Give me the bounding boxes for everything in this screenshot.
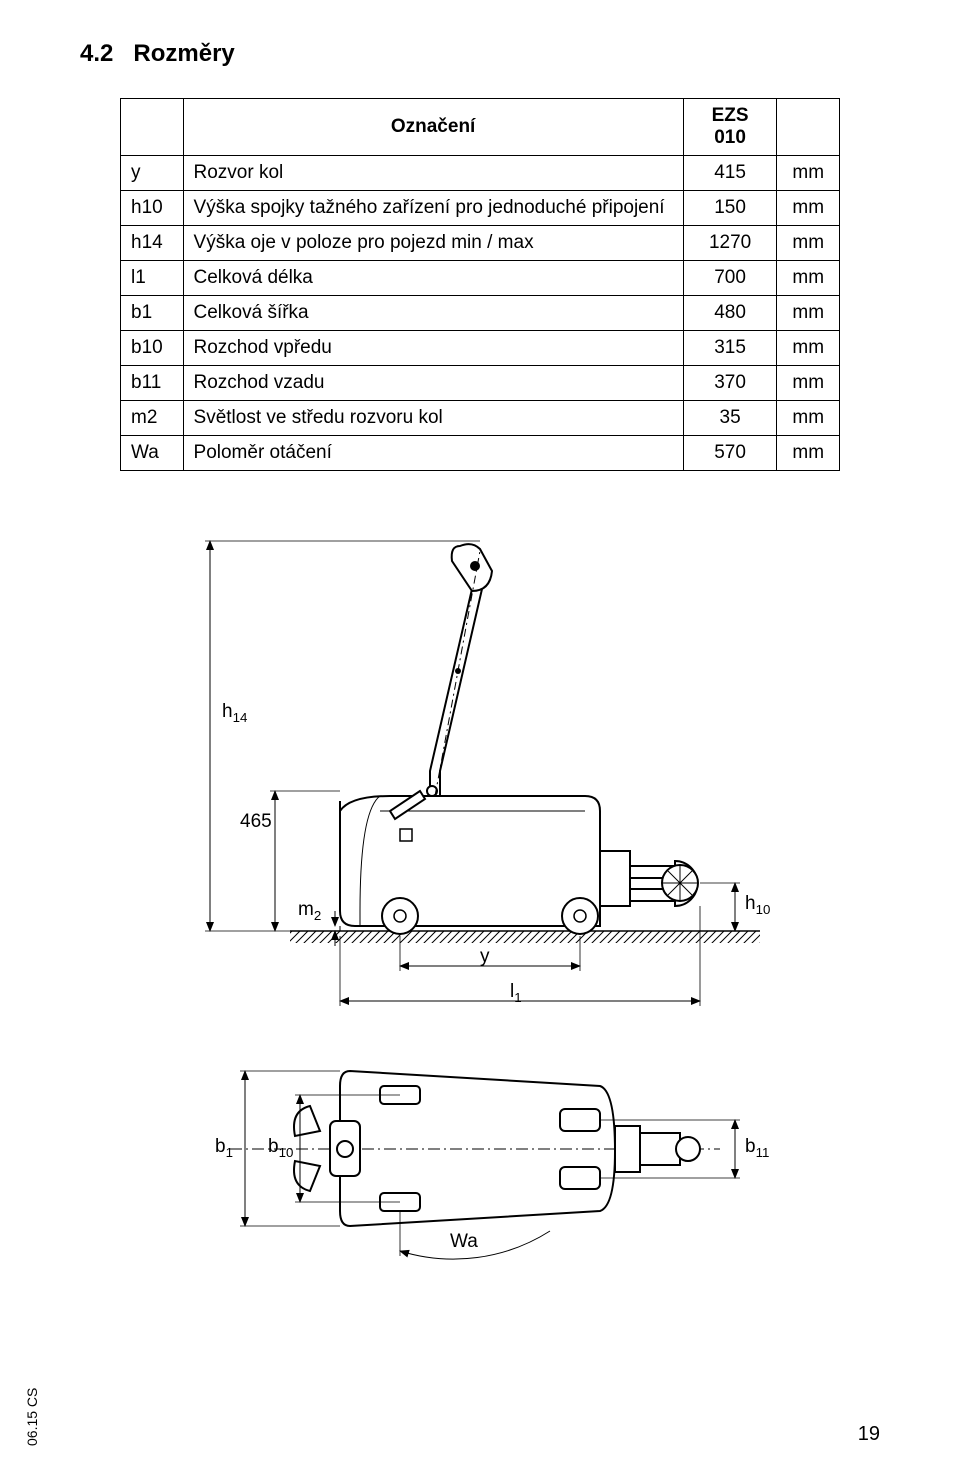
footer-page-number: 19	[858, 1423, 880, 1446]
dimensions-table: Označení EZS 010 y Rozvor kol 415 mm h10…	[120, 98, 840, 471]
label-b11: b11	[745, 1136, 769, 1160]
section-number: 4.2	[80, 40, 113, 67]
table-row: h10 Výška spojky tažného zařízení pro je…	[121, 191, 840, 226]
table-row: Wa Poloměr otáčení 570 mm	[121, 436, 840, 471]
cell-desc: Výška oje v poloze pro pojezd min / max	[183, 226, 683, 261]
label-l1: l1	[510, 981, 522, 1005]
section-title-text: Rozměry	[133, 40, 234, 67]
cell-unit: mm	[777, 436, 840, 471]
table-row: b1 Celková šířka 480 mm	[121, 296, 840, 331]
table-row: h14 Výška oje v poloze pro pojezd min / …	[121, 226, 840, 261]
cell-desc: Výška spojky tažného zařízení pro jednod…	[183, 191, 683, 226]
table-row: b10 Rozchod vpředu 315 mm	[121, 331, 840, 366]
cell-desc: Světlost ve středu rozvoru kol	[183, 401, 683, 436]
cell-unit: mm	[777, 296, 840, 331]
table-header-row: Označení EZS 010	[121, 99, 840, 156]
label-wa: Wa	[450, 1231, 478, 1253]
cell-sym: m2	[121, 401, 184, 436]
cell-val: 35	[683, 401, 777, 436]
cell-sym: y	[121, 156, 184, 191]
cell-sym: h10	[121, 191, 184, 226]
cell-val: 1270	[683, 226, 777, 261]
cell-val: 415	[683, 156, 777, 191]
cell-val: 315	[683, 331, 777, 366]
header-model: EZS 010	[683, 99, 777, 156]
cell-unit: mm	[777, 226, 840, 261]
cell-desc: Poloměr otáčení	[183, 436, 683, 471]
cell-sym: l1	[121, 261, 184, 296]
cell-sym: b1	[121, 296, 184, 331]
header-unit-blank	[777, 99, 840, 156]
cell-unit: mm	[777, 156, 840, 191]
label-y: y	[480, 946, 490, 968]
table-row: m2 Světlost ve středu rozvoru kol 35 mm	[121, 401, 840, 436]
label-b10: b10	[268, 1136, 293, 1160]
cell-unit: mm	[777, 331, 840, 366]
table-row: b11 Rozchod vzadu 370 mm	[121, 366, 840, 401]
cell-desc: Celková délka	[183, 261, 683, 296]
cell-desc: Rozvor kol	[183, 156, 683, 191]
cell-desc: Celková šířka	[183, 296, 683, 331]
cell-unit: mm	[777, 261, 840, 296]
technical-diagram: h14 465 m2 h10 y l1 b1 b10 b11 Wa	[80, 511, 880, 1271]
label-b1: b1	[215, 1136, 233, 1160]
cell-sym: b10	[121, 331, 184, 366]
cell-val: 370	[683, 366, 777, 401]
cell-unit: mm	[777, 401, 840, 436]
table-row: y Rozvor kol 415 mm	[121, 156, 840, 191]
cell-sym: h14	[121, 226, 184, 261]
label-m2: m2	[298, 899, 321, 923]
cell-val: 480	[683, 296, 777, 331]
cell-val: 700	[683, 261, 777, 296]
cell-val: 570	[683, 436, 777, 471]
header-blank	[121, 99, 184, 156]
header-designation: Označení	[183, 99, 683, 156]
cell-sym: b11	[121, 366, 184, 401]
footer-version: 06.15 CS	[24, 1388, 40, 1446]
cell-unit: mm	[777, 191, 840, 226]
label-h14: h14	[222, 701, 247, 725]
cell-unit: mm	[777, 366, 840, 401]
table-row: l1 Celková délka 700 mm	[121, 261, 840, 296]
cell-sym: Wa	[121, 436, 184, 471]
section-heading: 4.2 Rozměry	[80, 40, 880, 68]
cell-val: 150	[683, 191, 777, 226]
label-465: 465	[240, 811, 272, 833]
cell-desc: Rozchod vzadu	[183, 366, 683, 401]
label-h10: h10	[745, 893, 770, 917]
cell-desc: Rozchod vpředu	[183, 331, 683, 366]
